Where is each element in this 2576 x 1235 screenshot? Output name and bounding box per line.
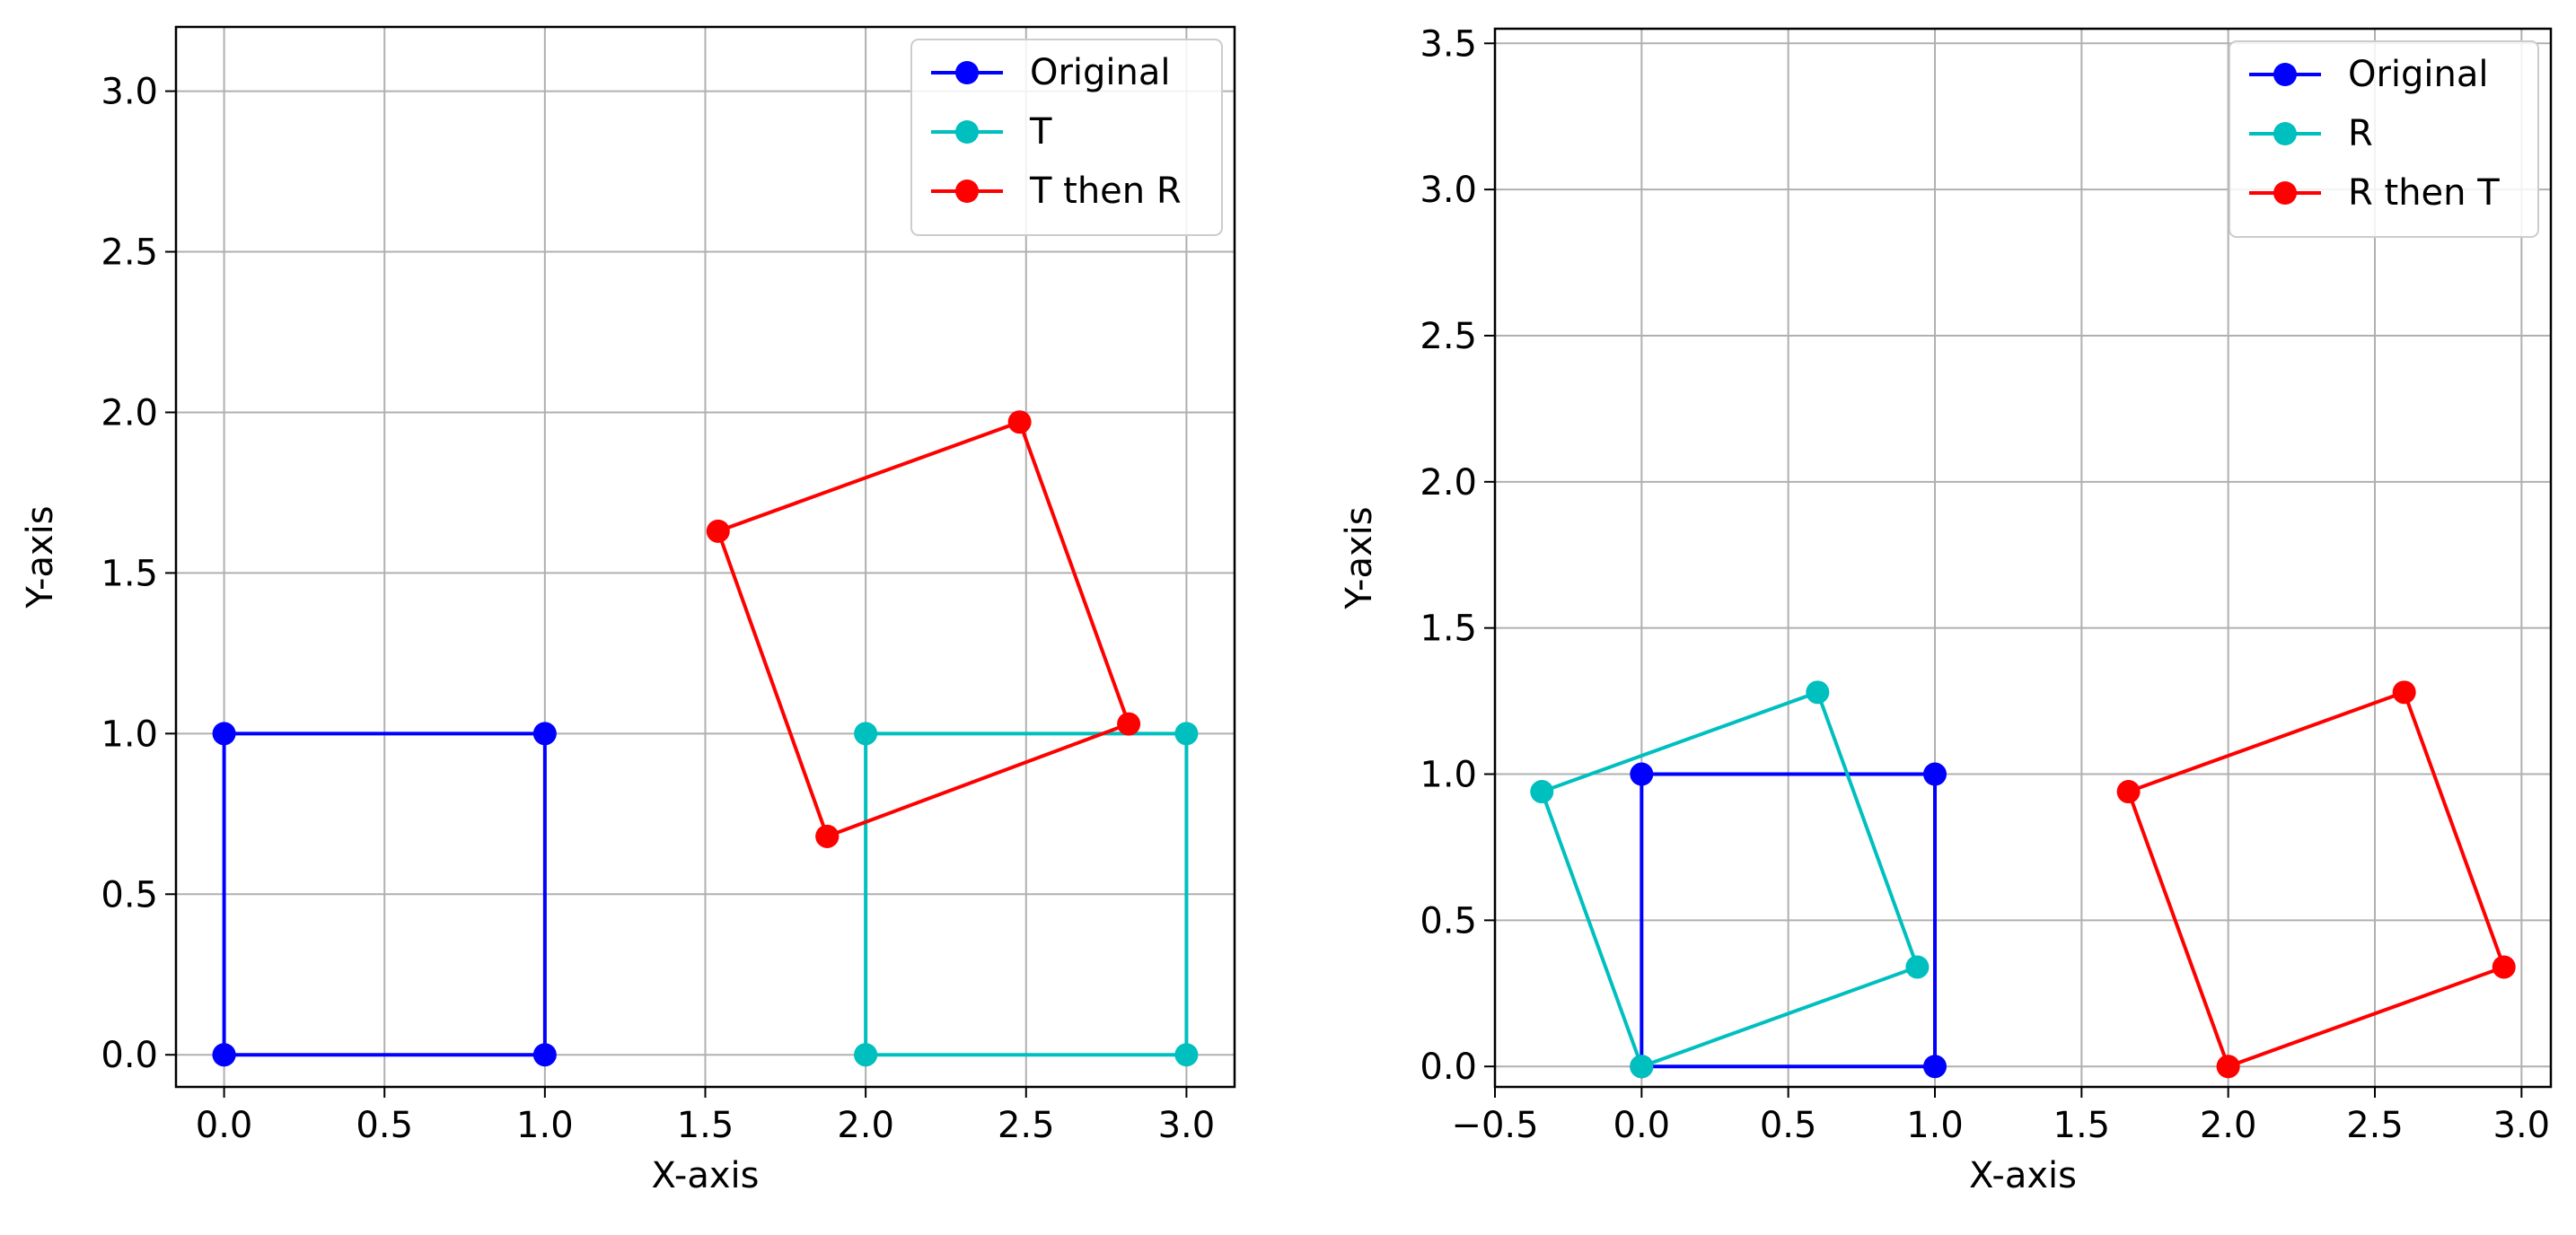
data-point <box>2392 680 2416 705</box>
x-axis-label: X-axis <box>652 1155 760 1196</box>
y-tick-label: 0.5 <box>1420 900 1477 942</box>
legend-entry: R <box>2249 113 2373 154</box>
legend-swatch-marker <box>955 120 979 144</box>
y-axis-label: Y-axis <box>20 505 61 609</box>
series-line <box>2126 689 2507 1069</box>
data-point <box>854 722 878 746</box>
x-tick-label: 2.5 <box>2346 1105 2404 1146</box>
legend-label: Original <box>2348 54 2489 95</box>
legend-label: R <box>2348 113 2373 154</box>
chart-1: 0.0 0.5 1.0 1.5 2.0 2.5 3.0 0.0 0.5 1.0 1.5 2.0 2.5 3… <box>20 25 1236 1196</box>
legend-swatch-marker <box>2273 181 2297 205</box>
data-point <box>1630 1055 1654 1079</box>
data-point <box>1630 762 1654 786</box>
y-tick-label: 0.5 <box>101 874 158 915</box>
data-point <box>2216 1055 2240 1079</box>
x-tick-label: 1.5 <box>677 1105 734 1146</box>
x-tick-label: 3.0 <box>1158 1105 1216 1146</box>
legend-swatch-marker <box>2273 63 2297 86</box>
x-tick-label: 2.0 <box>837 1105 894 1146</box>
data-point <box>815 824 840 848</box>
data-point <box>212 1043 236 1067</box>
data-point <box>1007 410 1032 434</box>
data-point <box>1174 722 1199 746</box>
y-axis-label: Y-axis <box>1339 506 1380 609</box>
series-r <box>1530 680 1930 1079</box>
data-point <box>1923 1055 1947 1079</box>
legend-swatch-marker <box>2273 122 2297 145</box>
data-point <box>1174 1043 1199 1067</box>
x-axis-label: X-axis <box>1969 1155 2077 1196</box>
legend-entry: R then T <box>2249 172 2500 214</box>
legend-entry: T <box>931 111 1052 153</box>
legend-box <box>910 39 1223 236</box>
data-point <box>532 1043 557 1067</box>
series-original <box>212 722 557 1067</box>
y-tick-label: 1.0 <box>1420 755 1477 796</box>
data-point <box>1923 762 1947 786</box>
y-tick-label: 0.0 <box>101 1035 158 1076</box>
series-line <box>716 419 1131 838</box>
data-point <box>854 1043 878 1067</box>
x-tick-label: 0.0 <box>1613 1105 1671 1146</box>
series-r-then-t <box>2116 680 2516 1079</box>
y-tick-label: 1.0 <box>101 714 158 755</box>
legend-label: T <box>1029 111 1052 153</box>
data-point <box>212 722 236 746</box>
x-tick-label: 0.5 <box>1760 1105 1817 1146</box>
legend-entry: Original <box>2249 54 2489 95</box>
legend-entry: Original <box>931 52 1171 93</box>
legend-entry: T then R <box>931 171 1182 212</box>
data-point <box>1117 712 1141 736</box>
series-t-then-r <box>706 410 1141 848</box>
axes-frame <box>174 25 1236 1089</box>
y-tick-label: 3.5 <box>1420 23 1477 65</box>
data-point <box>1530 780 1554 804</box>
legend: Original R R then T <box>2229 40 2539 238</box>
x-tick-label: 1.0 <box>516 1105 574 1146</box>
data-point <box>706 519 730 543</box>
x-tick-label: 1.0 <box>1906 1105 1964 1146</box>
legend-swatch-marker <box>955 180 979 203</box>
legend-swatch-marker <box>955 61 979 84</box>
legend: Original T T then R <box>910 39 1223 236</box>
data-point <box>532 722 557 746</box>
y-tick-label: 3.0 <box>101 72 158 113</box>
x-tick-label: 0.0 <box>196 1105 253 1146</box>
legend-label: R then T <box>2348 172 2500 214</box>
y-tick-label: 1.5 <box>1420 609 1477 650</box>
legend-box <box>2229 40 2539 238</box>
y-tick-label: 1.5 <box>101 553 158 594</box>
data-point <box>2492 955 2516 979</box>
x-tick-label: 2.0 <box>2200 1105 2257 1146</box>
chart-2: −0.5 0.0 0.5 1.0 1.5 2.0 2.5 3.0 0.0 0.5 1.0 1.5 2.0… <box>1339 23 2553 1196</box>
x-tick-label: −0.5 <box>1451 1105 1538 1146</box>
y-tick-label: 2.5 <box>1420 316 1477 357</box>
y-tick-label: 2.5 <box>101 232 158 274</box>
legend-label: T then R <box>1029 171 1182 212</box>
x-tick-label: 3.0 <box>2493 1105 2551 1146</box>
data-point <box>1905 955 1930 979</box>
x-tick-label: 2.5 <box>998 1105 1055 1146</box>
y-tick-label: 2.0 <box>101 392 158 434</box>
series-line <box>1539 689 1920 1069</box>
x-tick-label: 0.5 <box>356 1105 413 1146</box>
legend-label: Original <box>1030 52 1171 93</box>
y-tick-label: 0.0 <box>1420 1047 1477 1088</box>
data-point <box>2116 780 2141 804</box>
x-tick-label: 1.5 <box>2053 1105 2111 1146</box>
series-t <box>854 722 1199 1067</box>
data-point <box>1806 680 1830 705</box>
y-tick-label: 2.0 <box>1420 462 1477 504</box>
y-tick-label: 3.0 <box>1420 170 1477 211</box>
axes-frame <box>1493 27 2553 1089</box>
